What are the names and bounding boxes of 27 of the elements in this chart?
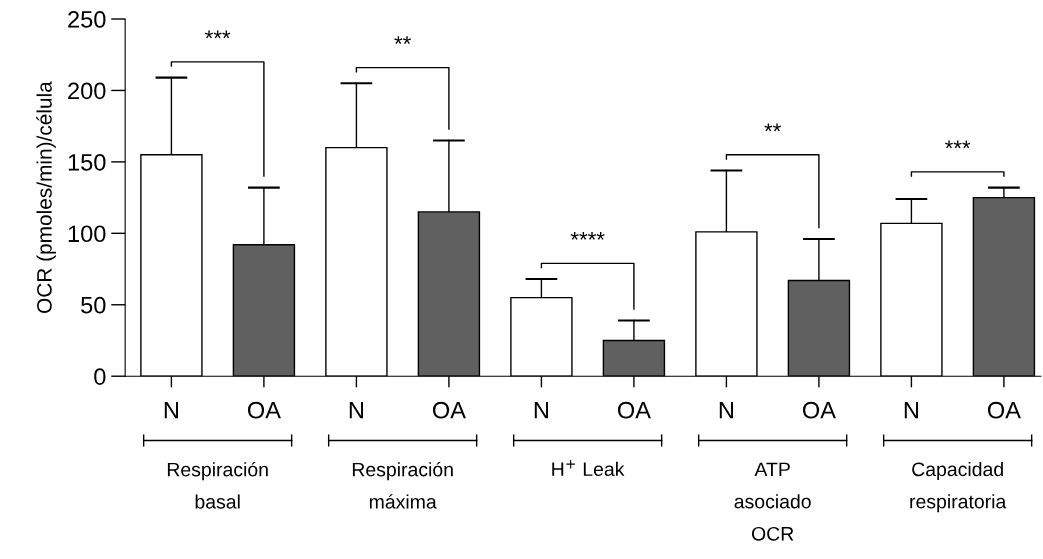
x-tick-label: N <box>349 402 364 419</box>
annotation: **** <box>570 232 605 240</box>
x-tick-label: OA <box>617 401 651 419</box>
x-tick-label: OA <box>802 401 836 419</box>
text: ATP asociado OCR <box>734 462 811 541</box>
y-tick-label: 0 <box>94 368 106 385</box>
y-tick-label: 150 <box>68 153 106 171</box>
x-tick-label: OA <box>247 401 281 419</box>
y-tick-label: 250 <box>68 11 106 28</box>
x-tick-label: N <box>904 402 919 419</box>
y-tick-label: 100 <box>68 225 106 243</box>
text: Capacidad respiratoria <box>910 461 1007 513</box>
text: Respiración basal <box>167 461 268 509</box>
annotation: ** <box>394 36 411 45</box>
text: Respiración máxima <box>352 461 453 509</box>
x-tick-label: N <box>719 402 734 419</box>
x-tick-label: N <box>534 402 549 419</box>
x-tick-label: OA <box>432 401 466 419</box>
y-tick-label: 200 <box>68 82 106 100</box>
annotation: *** <box>205 30 231 39</box>
annotation: ** <box>764 123 781 132</box>
y-tick-label: 50 <box>81 296 106 314</box>
x-tick-label: OA <box>987 401 1021 419</box>
x-tick-label: N <box>164 402 179 419</box>
annotation: *** <box>945 140 971 149</box>
text: H$^{+}$ Leak <box>552 459 625 477</box>
y-axis-title: OCR (pmoles/min)/célula <box>36 81 56 313</box>
